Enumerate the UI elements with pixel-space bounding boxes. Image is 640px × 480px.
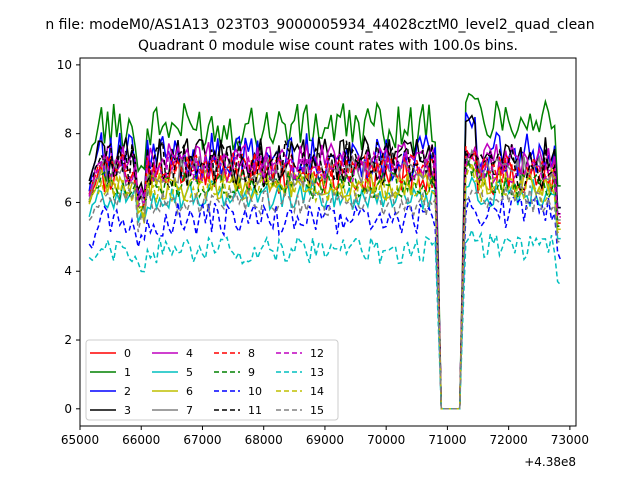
series-line-10 bbox=[88, 195, 562, 410]
chart-title: Quadrant 0 module wise count rates with … bbox=[138, 38, 518, 54]
y-tick-label: 4 bbox=[64, 264, 72, 278]
x-axis-offset-label: +4.38e8 bbox=[524, 455, 576, 469]
legend-label-3: 3 bbox=[124, 404, 131, 417]
y-tick-label: 10 bbox=[57, 58, 72, 72]
legend-label-1: 1 bbox=[124, 366, 131, 379]
plot-area-frame bbox=[79, 57, 577, 427]
legend-label-13: 13 bbox=[310, 366, 324, 379]
legend-label-10: 10 bbox=[248, 385, 262, 398]
x-tick-label: 65000 bbox=[61, 433, 99, 447]
legend-label-8: 8 bbox=[248, 347, 255, 360]
series-line-5 bbox=[88, 175, 561, 410]
legend-label-11: 11 bbox=[248, 404, 262, 417]
series-line-13 bbox=[88, 227, 562, 410]
legend-label-12: 12 bbox=[310, 347, 324, 360]
legend-frame bbox=[85, 339, 339, 421]
series-line-1 bbox=[88, 92, 561, 410]
series-line-12 bbox=[88, 150, 561, 410]
x-tick-label: 66000 bbox=[122, 433, 160, 447]
legend-label-15: 15 bbox=[310, 404, 324, 417]
legend-label-14: 14 bbox=[310, 385, 324, 398]
y-tick-label: 8 bbox=[64, 127, 72, 141]
x-tick-label: 67000 bbox=[183, 433, 221, 447]
x-tick-label: 71000 bbox=[428, 433, 466, 447]
x-tick-label: 69000 bbox=[306, 433, 344, 447]
y-tick-label: 2 bbox=[64, 333, 72, 347]
x-tick-label: 68000 bbox=[245, 433, 283, 447]
series-layer bbox=[88, 92, 562, 410]
legend-label-4: 4 bbox=[186, 347, 193, 360]
y-tick-label: 0 bbox=[64, 402, 72, 416]
x-tick-label: 72000 bbox=[490, 433, 528, 447]
legend-label-2: 2 bbox=[124, 385, 131, 398]
y-tick-label: 6 bbox=[64, 195, 72, 209]
legend-label-7: 7 bbox=[186, 404, 193, 417]
y-axis: 0 2 4 6 8 10 bbox=[57, 58, 80, 416]
legend-label-5: 5 bbox=[186, 366, 193, 379]
x-tick-label: 70000 bbox=[367, 433, 405, 447]
legend-label-6: 6 bbox=[186, 385, 193, 398]
series-line-15 bbox=[88, 185, 561, 410]
legend-label-9: 9 bbox=[248, 366, 255, 379]
x-axis: 65000 66000 67000 68000 69000 70000 71000 72000… bbox=[61, 426, 589, 447]
chart-suptitle: n file: modeM0/AS1A13_023T03_9000005934_… bbox=[45, 17, 594, 33]
series-line-9 bbox=[88, 160, 561, 410]
x-tick-label: 73000 bbox=[551, 433, 589, 447]
legend-label-0: 0 bbox=[124, 347, 131, 360]
